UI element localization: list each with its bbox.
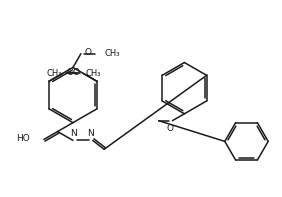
Text: N: N — [87, 129, 94, 138]
Text: HO: HO — [16, 134, 30, 143]
Text: O: O — [85, 48, 92, 57]
Text: CH₃: CH₃ — [105, 49, 120, 58]
Text: O: O — [72, 68, 79, 77]
Text: CH₃: CH₃ — [46, 69, 61, 78]
Text: N: N — [70, 129, 77, 138]
Text: O: O — [67, 68, 74, 77]
Text: O: O — [167, 124, 174, 133]
Text: CH₃: CH₃ — [85, 69, 101, 78]
